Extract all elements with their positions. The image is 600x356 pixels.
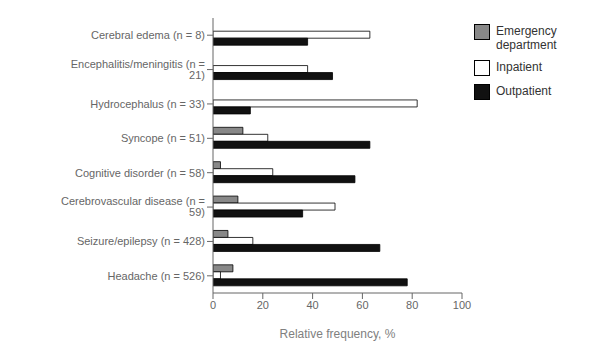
svg-text:Relative frequency, %: Relative frequency, % <box>280 327 396 341</box>
svg-text:80: 80 <box>406 299 418 311</box>
svg-text:Seizure/epilepsy (n = 428): Seizure/epilepsy (n = 428) <box>77 235 205 247</box>
svg-text:Headache (n = 526): Headache (n = 526) <box>107 270 205 282</box>
svg-text:Cerebrovascular disease (n =59: Cerebrovascular disease (n =59) <box>61 195 205 218</box>
html-text:Outpatient: Outpatient <box>496 84 552 98</box>
svg-text:Hydrocephalus (n = 33): Hydrocephalus (n = 33) <box>90 98 205 110</box>
svg-text:0: 0 <box>210 299 216 311</box>
html-text:Inpatient: Inpatient <box>496 60 542 74</box>
svg-text:Cerebral edema (n = 8): Cerebral edema (n = 8) <box>91 29 205 41</box>
svg-text:20: 20 <box>257 299 269 311</box>
svg-text:Cognitive disorder (n = 58): Cognitive disorder (n = 58) <box>75 167 205 179</box>
html-text:department: department <box>496 38 557 52</box>
svg-text:40: 40 <box>306 299 318 311</box>
svg-text:100: 100 <box>453 299 471 311</box>
svg-text:60: 60 <box>356 299 368 311</box>
svg-text:Encephalitis/meningitis (n =21: Encephalitis/meningitis (n =21) <box>71 58 205 81</box>
html-text:Emergency: Emergency <box>496 24 557 38</box>
svg-text:Syncope (n = 51): Syncope (n = 51) <box>121 132 205 144</box>
